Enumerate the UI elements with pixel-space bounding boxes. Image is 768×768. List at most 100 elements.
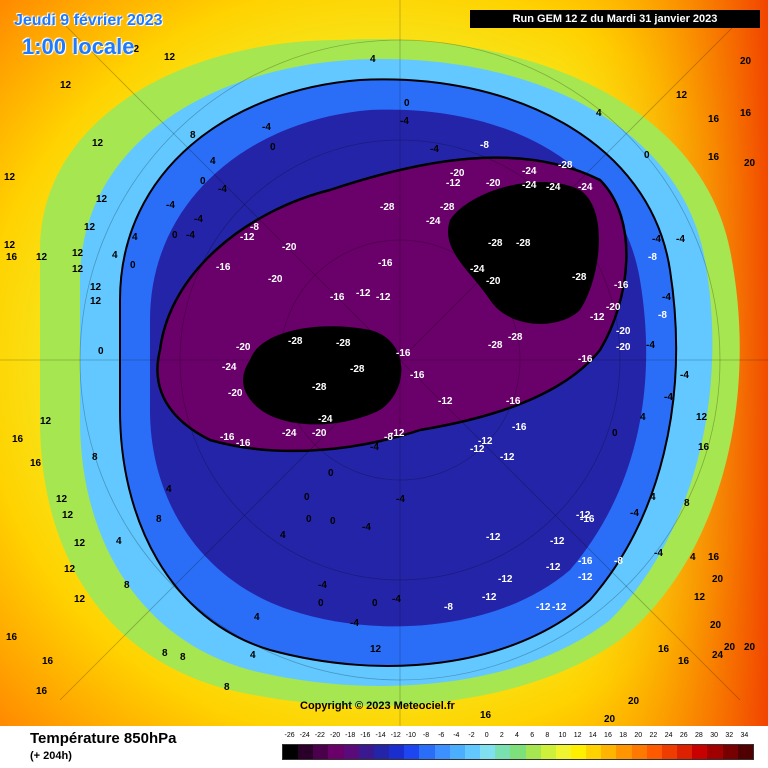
temperature-label: 16	[480, 710, 492, 721]
temperature-label: -16	[220, 432, 235, 443]
temperature-label: -12	[578, 572, 593, 583]
temperature-label: -24	[546, 182, 561, 193]
isotherm-line	[156, 156, 628, 453]
temperature-label: -12	[438, 396, 453, 407]
temperature-label: 0	[404, 98, 410, 109]
temperature-label: 4	[640, 412, 646, 423]
temperature-label: -16	[506, 396, 521, 407]
scale-tick: 30	[710, 732, 718, 739]
temperature-label: -4	[362, 522, 371, 533]
scale-swatch	[737, 745, 753, 759]
temperature-label: 16	[30, 458, 42, 469]
temperature-label: -16	[578, 354, 593, 365]
scale-swatch	[692, 745, 708, 759]
scale-tick: -26	[284, 732, 295, 739]
temperature-label: -4	[318, 580, 327, 591]
temperature-label: 12	[74, 538, 86, 549]
scale-swatch	[646, 745, 662, 759]
temperature-label: 4	[250, 650, 256, 661]
temperature-label: 16	[708, 152, 720, 163]
temperature-label: -4	[218, 184, 227, 195]
temperature-label: 4	[166, 484, 172, 495]
temperature-label: -12	[390, 428, 405, 439]
temperature-label: 12	[164, 52, 176, 63]
temperature-label: 12	[676, 90, 688, 101]
scale-swatch	[631, 745, 647, 759]
scale-swatch	[328, 745, 344, 759]
temperature-label: 0	[130, 260, 136, 271]
temperature-label: -4	[654, 548, 663, 559]
temperature-label: -8	[658, 310, 667, 321]
temperature-label: 8	[190, 130, 196, 141]
temperature-label: 12	[696, 412, 708, 423]
temperature-label: -8	[384, 432, 393, 443]
temperature-label: -16	[614, 280, 629, 291]
scale-swatch	[677, 745, 693, 759]
temperature-label: 4	[210, 156, 216, 167]
temperature-label: -28	[508, 332, 523, 343]
scale-swatch	[661, 745, 678, 759]
temperature-label: -12	[470, 444, 485, 455]
scale-swatch	[298, 745, 314, 759]
temperature-label: -12	[536, 602, 551, 613]
legend-title: Température 850hPa	[30, 730, 177, 747]
temperature-label: -12	[576, 510, 591, 521]
scale-tick: -12	[390, 732, 401, 739]
temperature-label: 8	[124, 580, 130, 591]
scale-tick: 22	[649, 732, 658, 739]
temperature-label: -4	[664, 392, 673, 403]
temperature-label: -16	[512, 422, 527, 433]
temperature-label: -24	[522, 180, 537, 191]
temperature-label: -20	[450, 168, 465, 179]
temperature-label: -28	[572, 272, 587, 283]
temperature-label: -16	[378, 258, 393, 269]
temperature-label: -24	[426, 216, 441, 227]
temperature-label: -12	[500, 452, 515, 463]
temperature-label: -20	[606, 302, 621, 313]
isotherm-zero	[119, 78, 678, 667]
temperature-label: 12	[72, 264, 84, 275]
run-info: Run GEM 12 Z du Mardi 31 janvier 2023	[470, 10, 760, 28]
temperature-label: 12	[84, 222, 96, 233]
temperature-label: 8	[92, 452, 98, 463]
scale-tick: 2	[499, 732, 504, 739]
forecast-date: Jeudi 9 février 2023	[14, 12, 163, 29]
scale-tick: 34	[740, 732, 749, 739]
temperature-label: -20	[486, 276, 501, 287]
scale-swatch	[570, 745, 587, 759]
scale-tick: -6	[438, 732, 445, 739]
temperature-label: 20	[604, 714, 616, 725]
temperature-label: 12	[96, 194, 108, 205]
scale-tick: 26	[679, 732, 688, 739]
temperature-map: 12 12 12 12 8 4 0 -4 4 0 -4 -8 -4 4 12 16 16 16 20 20 0 -20 -1…	[0, 0, 768, 726]
temperature-label: -4	[186, 230, 195, 241]
scale-swatch	[555, 745, 571, 759]
scale-swatch	[449, 745, 465, 759]
temperature-label: -28	[440, 202, 455, 213]
scale-swatch	[343, 745, 359, 759]
temperature-label: -16	[396, 348, 411, 359]
temperature-label: 16	[658, 644, 670, 655]
temperature-label: -16	[236, 438, 251, 449]
temperature-label: -16	[216, 262, 231, 273]
temperature-label: 20	[744, 158, 756, 169]
scale-tick: -10	[405, 732, 416, 739]
temperature-label: 12	[72, 248, 84, 259]
temperature-label: -4	[194, 214, 203, 225]
temperature-label: 12	[90, 282, 102, 293]
temperature-label: -28	[380, 202, 395, 213]
temperature-label: 8	[180, 652, 186, 663]
legend-subtitle: (+ 204h)	[30, 750, 72, 762]
scale-tick: 16	[604, 732, 612, 739]
scale-tick: -24	[299, 732, 310, 739]
temperature-label: -4	[680, 370, 689, 381]
temperature-label: 8	[156, 514, 162, 525]
temperature-label: -16	[580, 514, 595, 525]
temperature-label: 16	[740, 108, 752, 119]
scale-swatch	[313, 745, 329, 759]
scale-tick: 24	[664, 732, 673, 739]
temperature-label: -28	[488, 340, 503, 351]
temperature-label: 12	[60, 80, 72, 91]
scale-swatch	[283, 745, 299, 759]
